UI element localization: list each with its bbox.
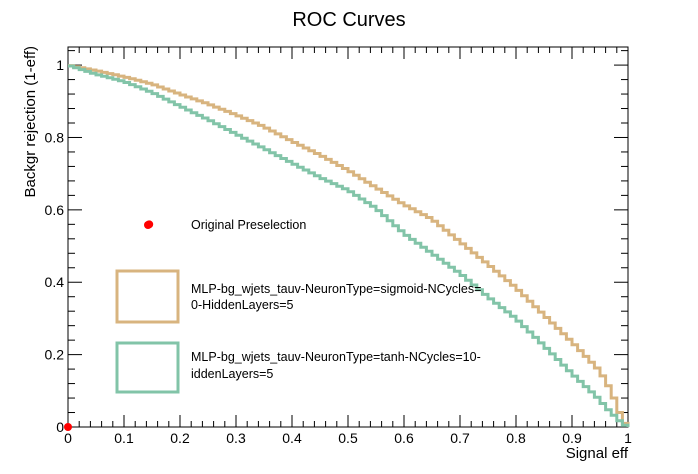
x-tick-label: 0.7 (450, 430, 470, 446)
legend-swatch-tanh (115, 341, 180, 394)
x-axis-label: Signal eff (566, 445, 629, 462)
series-line-1 (68, 64, 630, 427)
x-tick-label: 0.1 (114, 430, 134, 446)
x-tick-label: 0 (64, 430, 72, 446)
x-axis: 0 0.1 0.2 0.3 0.4 0.5 0.6 0.7 0.8 0.9 1 (64, 47, 632, 446)
y-tick-label: 0.6 (45, 202, 65, 218)
x-tick-label: 0.2 (170, 430, 190, 446)
plot-frame (67, 46, 629, 428)
legend-entry-tanh-line2: iddenLayers=5 (191, 367, 273, 381)
x-tick-label: 0.3 (226, 430, 246, 446)
chart-title: ROC Curves (292, 9, 405, 31)
y-tick-label: 0 (56, 419, 64, 435)
x-tick-label: 0.4 (282, 430, 302, 446)
y-tick-label: 0.8 (45, 129, 65, 145)
legend-marker-preselection (144, 221, 152, 229)
y-tick-label: 1 (56, 57, 64, 73)
y-tick-label: 0.4 (45, 274, 65, 290)
series-line-0 (68, 64, 630, 427)
x-tick-label: 0.9 (562, 430, 582, 446)
legend-entry-sigmoid-line1: MLP-bg_wjets_tauv-NeuronType=sigmoid-NCy… (191, 282, 481, 296)
x-tick-label: 0.5 (338, 430, 358, 446)
plot-area-border (67, 46, 629, 428)
legend-entry-preselection: Original Preselection (191, 218, 306, 232)
legend-entry-tanh-line1: MLP-bg_wjets_tauv-NeuronType=tanh-NCycle… (191, 350, 481, 364)
y-axis-label: Backgr rejection (1-eff) (22, 46, 39, 197)
legend-entry-sigmoid-line2: 0-HiddenLayers=5 (191, 298, 294, 312)
series-layer (68, 64, 630, 427)
y-axis: 0 0.2 0.4 0.6 0.8 1 (45, 50, 628, 435)
legend: Original Preselection MLP-bg_wjets_tauv-… (115, 218, 481, 394)
markers-layer (64, 220, 154, 431)
legend-swatch-sigmoid (115, 269, 180, 324)
x-tick-label: 0.6 (394, 430, 414, 446)
marker-point-1 (64, 423, 72, 431)
x-tick-label: 0.8 (506, 430, 526, 446)
y-tick-label: 0.2 (45, 347, 65, 363)
x-tick-label: 1 (624, 430, 632, 446)
